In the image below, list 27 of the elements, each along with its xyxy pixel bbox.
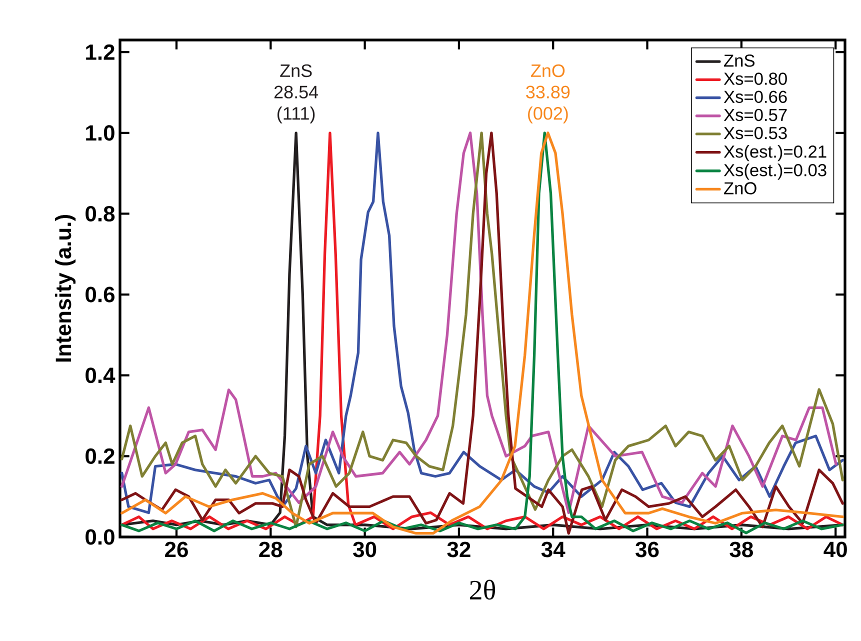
legend-label: Xs(est.)=0.03 (724, 164, 826, 180)
legend-label: Xs=0.57 (724, 108, 787, 122)
legend-label: Xs=0.80 (724, 72, 787, 85)
x-tick-label: 40 (824, 542, 847, 558)
legend-label: ZnS (724, 54, 754, 67)
x-tick-label: 28 (259, 542, 282, 558)
y-axis-title: Intensity (a.u.) (55, 215, 76, 362)
annotation: ZnS 28.54 (111) (274, 64, 318, 124)
x-axis-title: 2θ (470, 580, 496, 600)
y-tick-label: 1.0 (86, 125, 114, 141)
x-tick-label: 38 (730, 542, 753, 558)
legend-label: ZnO (724, 182, 756, 194)
x-tick-label: 36 (636, 542, 659, 558)
x-tick-label: 34 (541, 542, 566, 558)
legend-label: Xs(est.)=0.21 (724, 145, 826, 162)
y-tick-label: 1.2 (86, 44, 114, 60)
x-tick-label: 30 (353, 542, 376, 558)
x-tick-label: 26 (165, 542, 188, 558)
legend-label: Xs=0.66 (724, 90, 787, 103)
x-tick-label: 32 (447, 542, 470, 558)
legend-label: Xs=0.53 (724, 126, 787, 140)
y-tick-label: 0.2 (86, 448, 114, 464)
y-tick-label: 0.0 (86, 529, 114, 545)
annotation: ZnO 33.89 (002) (526, 64, 570, 124)
y-tick-label: 0.6 (86, 286, 114, 302)
y-tick-label: 0.4 (86, 368, 116, 384)
y-tick-label: 0.8 (86, 206, 115, 222)
